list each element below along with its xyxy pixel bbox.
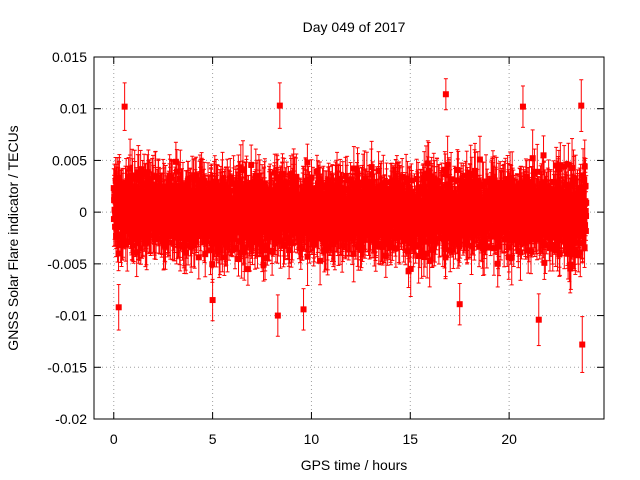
data-point [519,85,526,128]
y-tick-label: -0.02 [55,411,87,427]
x-tick-label: 15 [402,431,418,447]
y-tick-label: -0.005 [47,256,87,272]
data-point [442,78,449,111]
x-tick-label: 20 [501,431,517,447]
data-point [300,288,307,331]
x-axis-label: GPS time / hours [301,457,408,473]
data-point [535,293,542,347]
y-tick-label: 0.005 [52,152,87,168]
data-point [121,82,128,131]
y-axis-label: GNSS Solar Flare indicator / TECUs [5,125,21,350]
data-point [209,278,216,322]
data-point [579,316,586,373]
data-series [110,78,590,373]
y-tick-label: 0 [79,204,87,220]
data-point [115,284,122,331]
y-tick-label: -0.01 [55,308,87,324]
data-point [276,82,283,129]
x-tick-label: 0 [110,431,118,447]
y-tick-label: 0.015 [52,49,87,65]
y-tick-label: 0.01 [60,101,87,117]
chart-title: Day 049 of 2017 [303,19,406,35]
data-point [456,283,463,326]
x-tick-label: 10 [304,431,320,447]
y-tick-label: -0.015 [47,359,87,375]
x-tick-label: 5 [209,431,217,447]
data-point [578,79,585,132]
data-point [274,294,281,337]
